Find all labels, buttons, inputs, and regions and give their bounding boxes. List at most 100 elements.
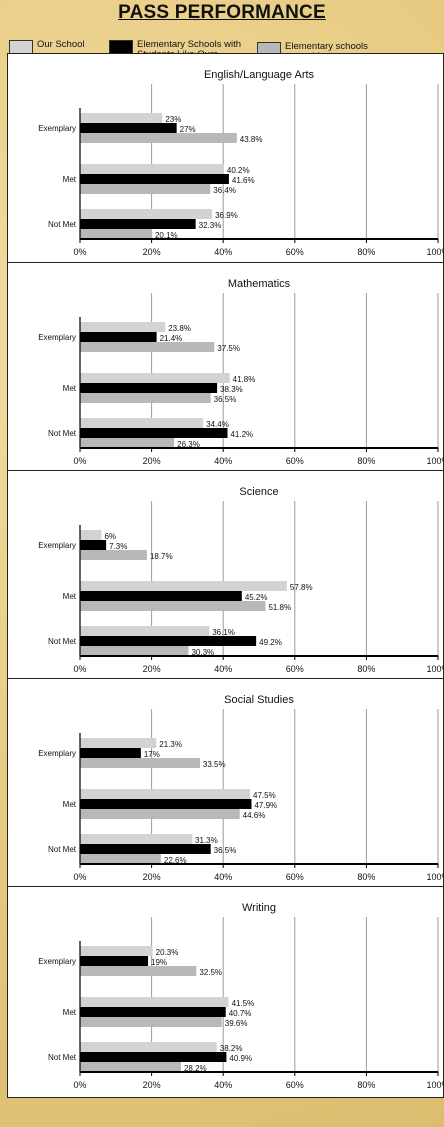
bar-met-similar-schools [80,174,229,184]
data-label-exemplary-our-school: 23.8% [168,324,191,333]
category-label-met: Met [63,175,77,184]
tick-label-60: 60% [286,247,304,257]
tick-label-80: 80% [357,1080,375,1090]
category-label-met: Met [63,384,77,393]
bar-not-met-statewide [80,854,161,864]
legend-label-our-school: Our School [37,39,85,50]
chart-title: English/Language Arts [204,69,315,81]
bar-not-met-statewide [80,229,152,239]
tick-label-40: 40% [214,872,232,882]
data-label-not-met-our-school: 31.3% [195,836,218,845]
bar-exemplary-similar-schools [80,540,107,550]
tick-label-80: 80% [357,872,375,882]
data-label-met-statewide: 44.6% [243,811,266,820]
category-label-met: Met [63,800,77,809]
bar-exemplary-our-school [80,113,163,123]
data-label-not-met-our-school: 34.4% [206,420,229,429]
data-label-not-met-statewide: 30.3% [191,648,214,657]
category-label-not-met: Not Met [48,637,77,646]
category-label-not-met: Not Met [48,429,77,438]
data-label-met-similar-schools: 45.2% [245,593,268,602]
category-label-met: Met [63,1008,77,1017]
tick-label-100: 100% [426,456,443,466]
tick-label-20: 20% [143,872,161,882]
data-label-exemplary-statewide: 32.5% [199,968,222,977]
tick-label-100: 100% [426,247,443,257]
chart-panel-english-language-arts: English/Language Arts Exemplary 23% 27% 43.8… [7,53,444,265]
tick-label-40: 40% [214,456,232,466]
tick-label-60: 60% [286,456,304,466]
bar-met-statewide [80,184,211,194]
bar-not-met-our-school [80,626,210,636]
tick-label-20: 20% [143,456,161,466]
bar-not-met-similar-schools [80,219,196,229]
bar-not-met-similar-schools [80,636,257,646]
bar-exemplary-statewide [80,342,215,352]
data-label-met-similar-schools: 40.7% [229,1009,252,1018]
tick-label-40: 40% [214,1080,232,1090]
data-label-not-met-our-school: 36.1% [212,628,235,637]
bar-not-met-our-school [80,834,193,844]
tick-label-0: 0% [73,456,86,466]
data-label-exemplary-statewide: 33.5% [203,760,226,769]
category-label-exemplary: Exemplary [38,124,76,133]
bar-exemplary-statewide [80,966,197,976]
category-label-met: Met [63,592,77,601]
bar-exemplary-our-school [80,946,153,956]
bar-exemplary-our-school [80,322,166,332]
tick-label-20: 20% [143,664,161,674]
data-label-met-our-school: 40.2% [227,166,250,175]
tick-label-0: 0% [73,664,86,674]
tick-label-100: 100% [426,664,443,674]
bar-met-our-school [80,997,229,1007]
data-label-not-met-similar-schools: 41.2% [230,430,253,439]
data-label-not-met-statewide: 20.1% [155,231,178,240]
data-label-not-met-similar-schools: 49.2% [259,638,282,647]
chart-title: Science [239,486,278,498]
tick-label-20: 20% [143,1080,161,1090]
bar-not-met-similar-schools [80,428,228,438]
data-label-exemplary-similar-schools: 27% [180,125,196,134]
tick-label-100: 100% [426,872,443,882]
tick-label-60: 60% [286,1080,304,1090]
category-label-exemplary: Exemplary [38,333,76,342]
data-label-met-statewide: 39.6% [225,1019,248,1028]
bar-not-met-our-school [80,418,204,428]
data-label-not-met-our-school: 38.2% [220,1044,243,1053]
data-label-met-statewide: 36.5% [214,395,237,404]
data-label-exemplary-similar-schools: 17% [144,750,160,759]
data-label-exemplary-our-school: 20.3% [156,948,179,957]
tick-label-40: 40% [214,247,232,257]
category-label-exemplary: Exemplary [38,749,76,758]
tick-label-20: 20% [143,247,161,257]
bar-met-statewide [80,809,240,819]
bar-not-met-statewide [80,1062,181,1072]
bar-met-similar-schools [80,1007,226,1017]
category-label-not-met: Not Met [48,220,77,229]
tick-label-80: 80% [357,247,375,257]
data-label-met-similar-schools: 47.9% [254,801,277,810]
bar-exemplary-statewide [80,133,237,143]
bar-not-met-statewide [80,646,189,656]
data-label-not-met-similar-schools: 40.9% [229,1054,252,1063]
chart-panel-science: Science Exemplary 6% 7.3% 18.7% Met 57.8% 45.2%… [7,470,444,682]
bar-not-met-our-school [80,1042,217,1052]
data-label-exemplary-statewide: 18.7% [150,552,173,561]
tick-label-80: 80% [357,456,375,466]
data-label-not-met-statewide: 28.2% [184,1064,207,1073]
data-label-exemplary-similar-schools: 21.4% [160,334,183,343]
chart-svg-writing: WritingExemplary20.3%19%32.5%Met41.5%40.… [38,902,443,1090]
category-label-exemplary: Exemplary [38,541,76,550]
bar-exemplary-our-school [80,530,102,540]
bar-not-met-our-school [80,209,213,219]
bar-exemplary-similar-schools [80,748,141,758]
bar-met-our-school [80,373,230,383]
data-label-not-met-statewide: 26.3% [177,440,200,449]
chart-title: Social Studies [224,694,294,706]
bar-exemplary-statewide [80,550,147,560]
tick-label-60: 60% [286,664,304,674]
chart-panel-social-studies: Social Studies Exemplary 21.3% 17% 33.5% Met 4… [7,678,444,890]
page-title: PASS PERFORMANCE [118,2,326,23]
chart-title: Writing [242,902,276,914]
category-label-exemplary: Exemplary [38,957,76,966]
